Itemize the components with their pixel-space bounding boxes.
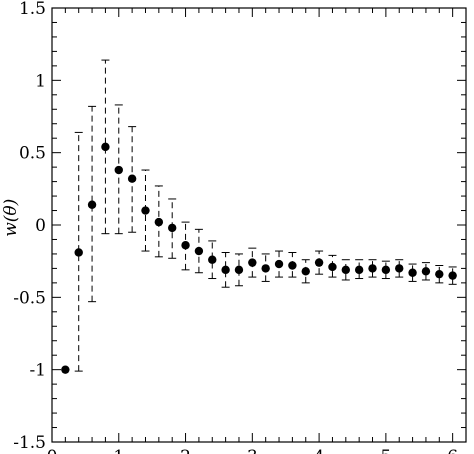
chart-ticks: 0 1 2 3 4 5 6 -1.5 -1 -0.5 0 0.5 1 1.5	[13, 0, 467, 454]
data-point	[395, 264, 404, 273]
data-point	[341, 265, 351, 275]
y-tick-label: -1.5	[13, 433, 46, 453]
x-tick-label: 3	[247, 447, 258, 454]
data-point	[61, 365, 70, 374]
y-tick-label: -1	[29, 361, 46, 381]
y-tick-label: 1.5	[19, 0, 46, 19]
y-tick-label: -0.5	[13, 288, 46, 308]
x-tick-label: 2	[180, 447, 191, 454]
data-point	[261, 264, 270, 273]
data-point	[141, 206, 150, 215]
data-point	[408, 268, 417, 277]
data-point	[328, 262, 337, 272]
data-point	[221, 265, 230, 275]
x-tick-label: 0	[47, 447, 58, 454]
data-point	[74, 248, 83, 257]
x-tick-label: 1	[113, 447, 124, 454]
data-point	[421, 267, 431, 276]
data-point	[448, 271, 457, 280]
data-point	[288, 261, 297, 270]
data-point	[301, 267, 310, 276]
data-point	[274, 259, 284, 269]
data-point	[127, 174, 137, 183]
data-point	[314, 258, 324, 267]
data-point	[435, 269, 444, 279]
chart-marks	[61, 59, 457, 374]
y-axis-label: w(θ)	[1, 199, 21, 237]
data-point	[87, 200, 97, 209]
plot-frame	[51, 7, 467, 443]
data-point	[194, 246, 204, 256]
data-point	[101, 142, 110, 152]
x-tick-label: 5	[380, 447, 391, 454]
data-point	[208, 255, 217, 264]
x-tick-label: 6	[447, 447, 458, 454]
y-tick-label: 0	[35, 216, 46, 236]
data-point	[181, 241, 190, 250]
x-tick-label: 4	[314, 447, 325, 454]
y-tick-label: 0.5	[19, 144, 46, 164]
data-point	[381, 265, 391, 275]
data-point	[154, 217, 164, 227]
y-tick-label: 1	[35, 71, 46, 91]
data-point	[354, 265, 364, 275]
data-point	[234, 265, 244, 275]
data-point	[167, 223, 177, 233]
data-point	[114, 165, 123, 175]
data-point	[368, 264, 377, 273]
data-point	[248, 258, 257, 267]
